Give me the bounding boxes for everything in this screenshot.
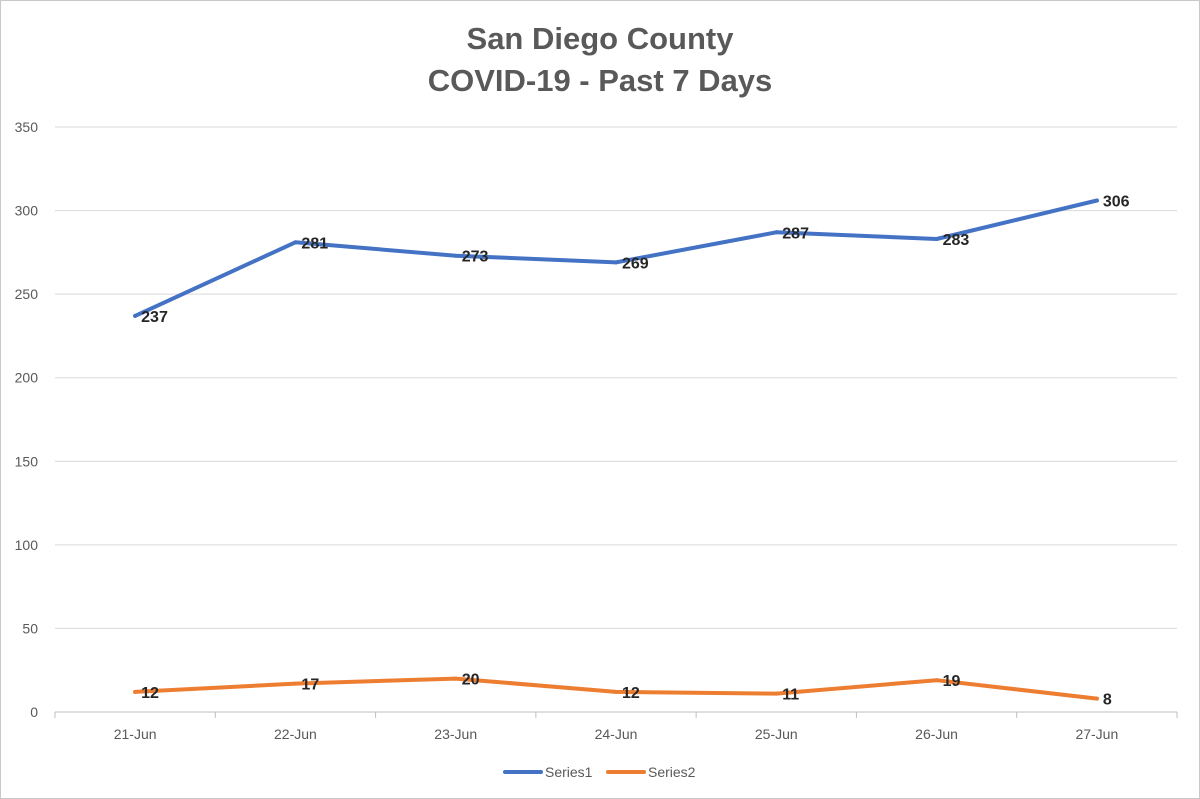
data-label: 20 [462,672,480,689]
y-tick-label: 100 [15,537,39,553]
data-label: 273 [462,249,489,266]
data-point [774,230,779,235]
data-label: 12 [141,685,159,702]
data-point [453,253,458,258]
data-point [133,689,138,694]
series-line-1 [133,198,1099,318]
data-label: 306 [1103,194,1130,211]
chart-subtitle: COVID-19 - Past 7 Days [427,63,773,98]
x-tick-label: 21-Jun [114,726,157,742]
data-label: 8 [1103,692,1112,709]
x-tick-label: 26-Jun [915,726,958,742]
data-label: 281 [301,235,328,252]
data-label: 237 [141,309,168,326]
data-label: 19 [943,673,961,690]
data-label: 283 [943,232,970,249]
data-point [1094,696,1099,701]
data-label: 17 [301,677,319,694]
chart-title: San Diego County [466,21,734,56]
data-point [1094,198,1099,203]
y-tick-label: 200 [15,370,39,386]
data-label: 287 [782,225,809,242]
legend-label-2: Series2 [648,764,696,780]
data-point [453,676,458,681]
data-label: 269 [622,255,649,272]
data-point [614,689,618,694]
x-tick-label: 25-Jun [755,726,798,742]
y-tick-label: 50 [22,620,38,636]
x-tick-label: 23-Jun [434,726,477,742]
data-point [293,681,298,686]
data-point [133,313,138,318]
x-tick-label: 27-Jun [1075,726,1118,742]
y-tick-label: 150 [15,453,39,469]
data-label: 11 [782,687,799,704]
data-point [934,678,939,683]
y-tick-label: 250 [15,286,39,302]
legend-label-1: Series1 [545,764,593,780]
data-point [934,236,939,241]
x-tick-label: 24-Jun [595,726,638,742]
data-point [614,260,618,265]
y-tick-label: 0 [30,704,38,720]
x-tick-label: 22-Jun [274,726,317,742]
data-point [774,691,779,696]
data-label: 12 [622,685,640,702]
y-tick-label: 300 [15,203,39,219]
data-point [293,240,298,245]
y-tick-label: 350 [15,119,39,135]
